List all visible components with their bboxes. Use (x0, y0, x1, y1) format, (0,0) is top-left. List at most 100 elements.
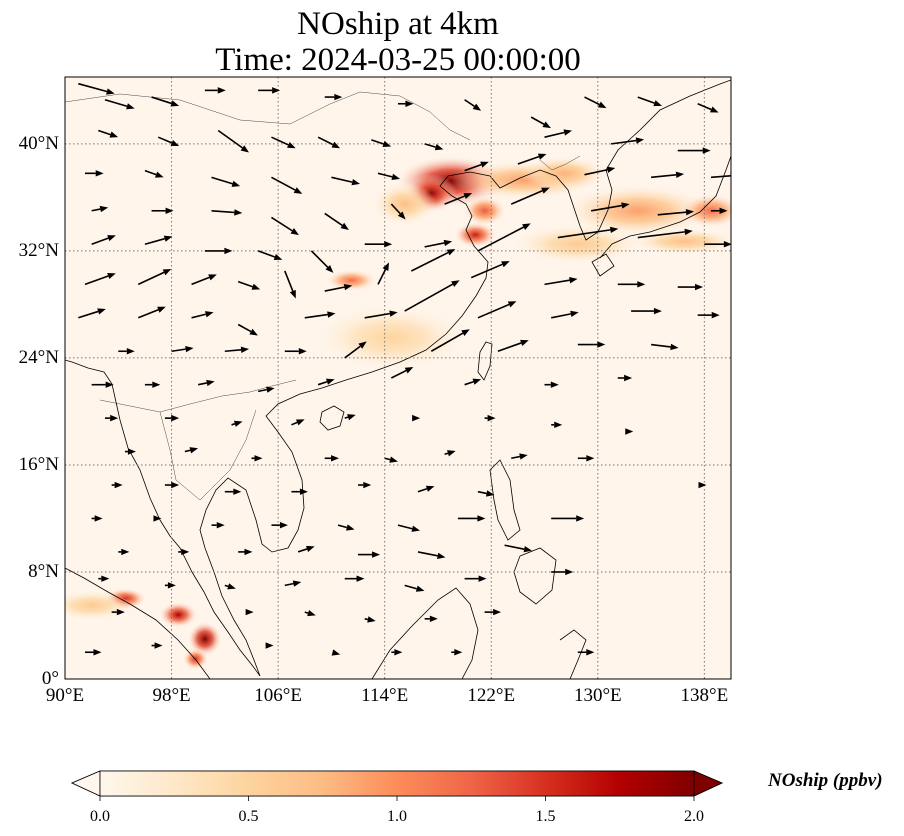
wind-arrow (78, 82, 115, 95)
wind-arrow (390, 203, 406, 220)
wind-arrow (284, 270, 296, 299)
wind-arrow (191, 311, 214, 319)
wind-arrow (317, 378, 335, 386)
concentration-hotspot (453, 222, 497, 248)
wind-arrow (637, 96, 662, 107)
wind-arrow (430, 329, 470, 352)
wind-arrow (297, 545, 315, 553)
coastline-kyushu (591, 253, 615, 277)
wind-arrow (657, 209, 695, 216)
chart-subtitle: Time: 2024-03-25 00:00:00 (215, 42, 581, 78)
wind-arrow (331, 176, 360, 186)
wind-arrow (551, 568, 574, 576)
wind-arrow (404, 280, 460, 312)
wind-arrow (157, 136, 180, 146)
wind-arrow (698, 481, 707, 489)
wind-arrow (551, 421, 563, 429)
wind-arrow (257, 386, 275, 393)
wind-arrow (324, 93, 343, 101)
border-indochina (159, 409, 257, 501)
wind-arrow (224, 346, 250, 353)
lat-tick-label: 32°N (18, 239, 59, 261)
wind-arrow (511, 453, 528, 460)
wind-arrow (137, 306, 166, 319)
coastline-asia-mainland (65, 79, 731, 677)
lon-tick-label: 138°E (680, 685, 729, 706)
wind-arrow (291, 419, 305, 426)
wind-arrow (98, 575, 110, 582)
wind-arrow (650, 343, 679, 351)
colorbar-tick-label: 2.0 (684, 808, 704, 825)
wind-arrow (617, 374, 633, 382)
wind-arrow (584, 166, 616, 176)
coastline-philippines-south (513, 547, 557, 605)
wind-arrow (417, 551, 446, 559)
lon-tick-label: 122°E (467, 685, 516, 706)
wind-arrow (364, 616, 376, 623)
lon-tick-label: 130°E (573, 685, 622, 706)
wind-arrow (584, 96, 607, 109)
coastline-sulawesi (559, 629, 587, 679)
wind-arrow (444, 450, 456, 457)
wind-arrow (651, 171, 685, 179)
wind-arrow (625, 428, 634, 435)
wind-arrow (517, 153, 547, 165)
coastline-japan (599, 155, 731, 259)
wind-arrow (358, 551, 381, 558)
concentration-hotspot (521, 156, 608, 191)
coastline-hainan (319, 405, 345, 431)
wind-arrow (324, 212, 349, 230)
wind-arrow (211, 176, 241, 187)
wind-arrow (391, 649, 403, 656)
wind-arrow (371, 139, 392, 147)
wind-arrow (284, 580, 302, 587)
wind-arrow (324, 455, 340, 462)
wind-arrow (377, 172, 401, 180)
wind-arrow (211, 521, 225, 529)
wind-arrow (265, 642, 274, 649)
wind-arrow (304, 610, 316, 617)
wind-arrow (91, 381, 114, 388)
wind-arrow (557, 226, 619, 239)
lat-tick-label: 40°N (18, 132, 59, 154)
wind-arrow (457, 515, 486, 522)
wind-arrow (424, 143, 444, 151)
wind-arrow (384, 456, 398, 463)
wind-arrow (551, 515, 585, 522)
wind-arrow (153, 515, 162, 522)
wind-arrow (551, 310, 579, 319)
wind-arrow (677, 283, 704, 291)
wind-arrow (238, 548, 253, 556)
wind-arrow (124, 448, 136, 455)
wind-arrow (617, 281, 646, 288)
concentration-hotspot (187, 621, 222, 656)
wind-arrow (697, 311, 720, 319)
wind-arrow (258, 87, 281, 94)
wind-arrow (204, 87, 226, 94)
wind-arrow (151, 642, 163, 649)
wind-vectors (78, 82, 731, 656)
wind-arrow (704, 241, 731, 248)
wind-arrow (677, 147, 711, 154)
wind-arrow (84, 170, 104, 177)
colorbar-tick-label: 0.0 (90, 808, 110, 825)
wind-arrow (304, 311, 336, 319)
wind-arrow (544, 381, 559, 388)
wind-arrow (377, 262, 390, 285)
wind-arrow (271, 176, 303, 194)
wind-arrow (317, 136, 341, 149)
wind-arrow (397, 524, 420, 532)
wind-arrow (324, 283, 353, 292)
lat-tick-label: 24°N (18, 346, 59, 368)
wind-arrow (444, 193, 473, 205)
wind-arrow (424, 239, 453, 248)
wind-arrow (271, 136, 296, 149)
concentration-hotspot (159, 601, 198, 628)
lon-tick-label: 114°E (361, 685, 409, 706)
wind-arrow (224, 583, 236, 590)
wind-arrow (611, 137, 645, 145)
colorbar-tick-label: 1.0 (387, 808, 407, 825)
wind-arrow (284, 348, 307, 355)
wind-arrow (98, 129, 119, 138)
wind-arrow (271, 216, 299, 236)
